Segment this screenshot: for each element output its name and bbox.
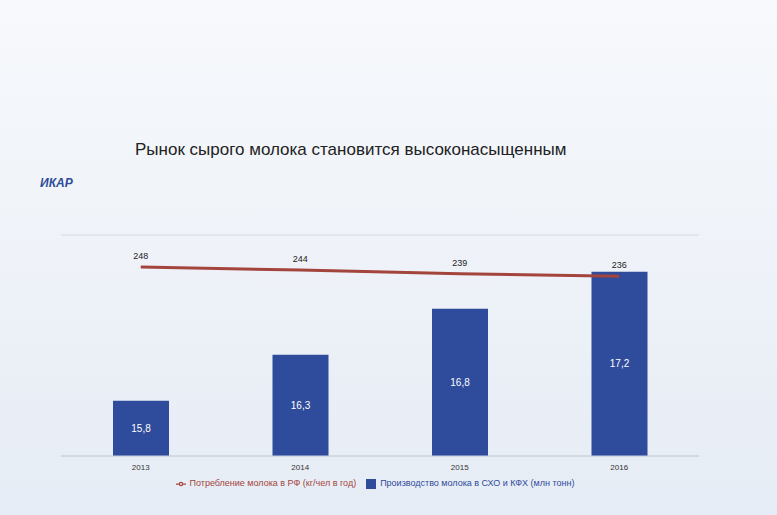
svg-text:16,3: 16,3 [291, 400, 311, 411]
svg-text:239: 239 [452, 258, 467, 268]
svg-text:236: 236 [612, 260, 627, 270]
svg-text:248: 248 [133, 251, 148, 261]
svg-text:2016: 2016 [610, 463, 628, 472]
svg-text:2015: 2015 [451, 463, 469, 472]
html-text:ИКАР: ИКАР [40, 176, 73, 190]
svg-text:17,2: 17,2 [610, 358, 630, 369]
html-text:Производство молока в СХО и КФ: Производство молока в СХО и КФХ (млн тон… [380, 478, 575, 488]
svg-text:2013: 2013 [132, 463, 150, 472]
html-text:Рынок сырого молока становится: Рынок сырого молока становится высоконас… [135, 140, 567, 159]
svg-text:2014: 2014 [291, 463, 309, 472]
html-text:Потребление молока в РФ (кг/че: Потребление молока в РФ (кг/чел в год) [189, 478, 357, 488]
svg-text:15,8: 15,8 [131, 423, 151, 434]
svg-text:244: 244 [293, 254, 308, 264]
svg-text:16,8: 16,8 [450, 377, 470, 388]
